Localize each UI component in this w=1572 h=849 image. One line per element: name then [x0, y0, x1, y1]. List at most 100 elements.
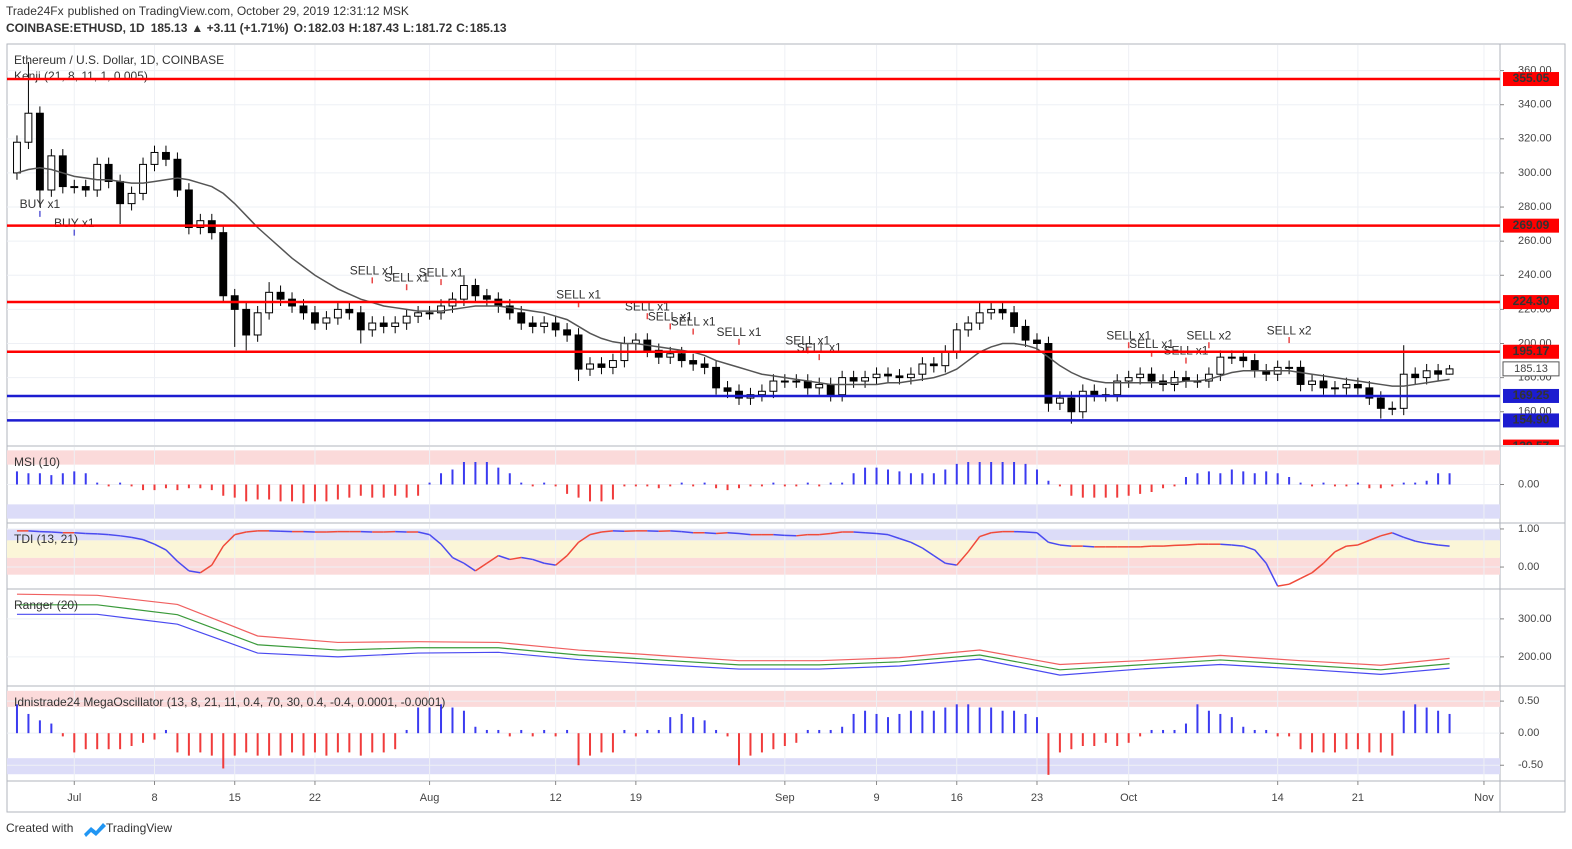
- tdi-segment: [1403, 536, 1416, 542]
- histogram-bar: [669, 717, 672, 734]
- candle-body: [677, 353, 686, 362]
- candle-body: [333, 308, 342, 319]
- histogram-bar: [818, 484, 821, 487]
- signal-label: SELL x1: [717, 325, 762, 339]
- histogram-bar: [417, 707, 420, 734]
- tdi-segment: [1265, 562, 1279, 587]
- histogram-bar: [886, 469, 889, 485]
- candle-body: [1308, 380, 1316, 385]
- candle-body: [918, 363, 927, 375]
- candle-body: [654, 349, 663, 358]
- candle-body: [437, 305, 445, 314]
- histogram-bar: [1368, 733, 1371, 753]
- candle-body: [861, 377, 870, 382]
- candle-body: [586, 363, 594, 370]
- x-tick-label: Oct: [1120, 792, 1137, 804]
- histogram-bar: [692, 717, 695, 734]
- histogram-bar: [38, 720, 41, 734]
- histogram-bar: [531, 733, 534, 737]
- candle-body: [1353, 383, 1362, 389]
- tdi-segment: [589, 531, 602, 536]
- tdi-segment: [1048, 541, 1061, 546]
- candle-body: [1055, 397, 1064, 404]
- histogram-bar: [749, 733, 752, 756]
- histogram-bar: [164, 729, 167, 734]
- histogram-bar: [61, 473, 64, 485]
- histogram-bar: [1013, 710, 1016, 734]
- ranger-line: [16, 604, 1450, 671]
- histogram-bar: [348, 484, 351, 498]
- histogram-bar: [1139, 484, 1142, 494]
- candle-body: [35, 112, 44, 191]
- histogram-bar: [1024, 463, 1027, 485]
- tdi-segment: [1025, 531, 1038, 534]
- tdi-segment: [486, 554, 499, 564]
- candle-body: [792, 380, 801, 383]
- tdi-segment: [1415, 540, 1427, 545]
- tdi-segment: [28, 530, 40, 533]
- candle-body: [322, 317, 331, 324]
- histogram-bar: [451, 707, 454, 734]
- histogram-bar: [417, 484, 420, 496]
- candle-body: [1090, 390, 1099, 396]
- tdi-segment: [819, 532, 831, 536]
- ranger-line: [16, 593, 1450, 666]
- candle-body: [58, 155, 67, 188]
- header-high: 187.43: [362, 21, 399, 35]
- level-label: 154.90: [1513, 413, 1550, 427]
- candle-body: [276, 291, 285, 300]
- candle-body: [1399, 373, 1408, 409]
- signal-label: SELL x1: [671, 315, 716, 329]
- level-label-box: [1503, 295, 1559, 310]
- histogram-bar: [1299, 482, 1302, 485]
- pane-title: Idnistrade24 MegaOscillator (13, 8, 21, …: [14, 695, 445, 709]
- candle-body: [1078, 390, 1087, 413]
- candle-body: [757, 390, 766, 396]
- tdi-segment: [440, 543, 454, 559]
- candle-body: [964, 322, 973, 331]
- y-tick-label: 300.00: [1518, 167, 1552, 179]
- candle-body: [70, 186, 79, 189]
- histogram-bar: [1184, 477, 1187, 485]
- histogram-bar: [440, 704, 443, 734]
- candle-body: [1250, 360, 1259, 372]
- level-label-box: [1503, 344, 1559, 359]
- histogram-bar: [1013, 462, 1016, 485]
- histogram-bar: [1276, 733, 1279, 737]
- x-tick-label: 12: [550, 792, 562, 804]
- histogram-bar: [944, 469, 947, 485]
- y-tick-label: 280.00: [1518, 201, 1552, 213]
- x-tick-label: 22: [309, 792, 321, 804]
- histogram-bar: [84, 473, 87, 485]
- tdi-segment: [899, 537, 912, 543]
- histogram-bar: [1253, 729, 1256, 734]
- histogram-bar: [932, 473, 935, 485]
- histogram-bar: [715, 484, 718, 489]
- candle-body: [299, 305, 308, 314]
- candle-body: [1365, 387, 1374, 399]
- tdi-segment: [1426, 542, 1439, 546]
- tdi-segment: [1311, 562, 1324, 574]
- tdi-segment: [1036, 532, 1049, 543]
- tdi-segment: [704, 532, 717, 535]
- signal-label: BUY x1: [54, 216, 95, 230]
- candle-body: [815, 383, 824, 389]
- histogram-bar: [497, 729, 500, 734]
- histogram-bar: [543, 729, 546, 734]
- histogram-bar: [1001, 462, 1004, 485]
- histogram-bar: [577, 733, 580, 766]
- histogram-bar: [1288, 733, 1291, 737]
- pane-plot: [7, 590, 1500, 685]
- histogram-bar: [738, 484, 741, 489]
- histogram-bar: [967, 462, 970, 485]
- histogram-bar: [1035, 469, 1038, 485]
- histogram-bar: [61, 733, 64, 737]
- histogram-bar: [382, 484, 385, 498]
- y-tick-label: 1.00: [1518, 523, 1539, 535]
- histogram-bar: [1425, 480, 1428, 485]
- candle-body: [849, 377, 858, 382]
- candle-body: [311, 312, 319, 324]
- histogram-bar: [1437, 473, 1440, 485]
- signal-label: BUY x1: [20, 197, 61, 211]
- histogram-bar: [806, 482, 809, 485]
